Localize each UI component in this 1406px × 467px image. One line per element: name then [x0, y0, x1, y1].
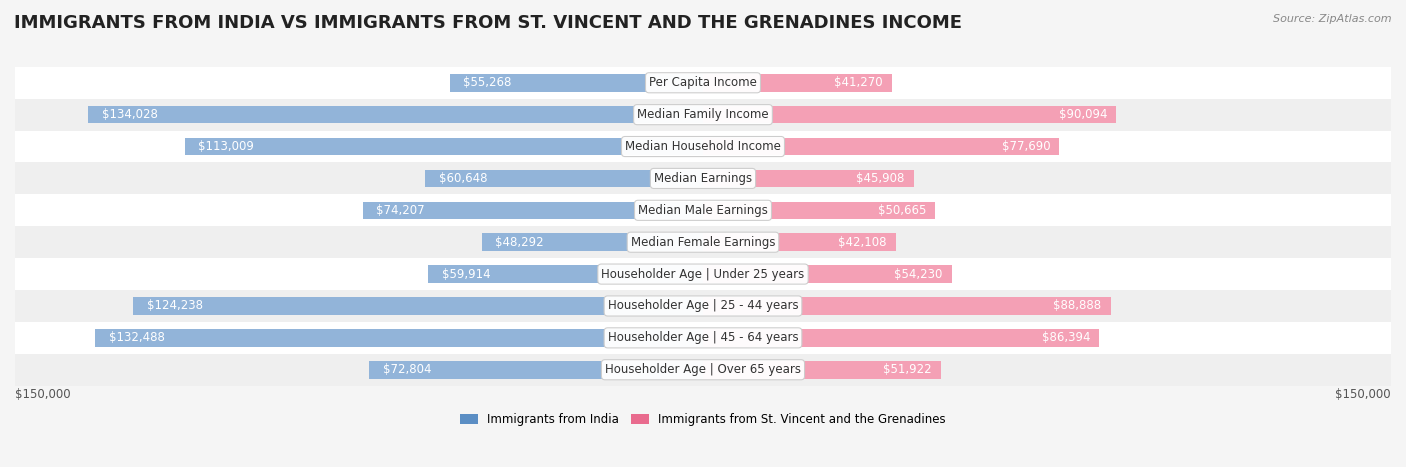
Bar — [15, 258, 1391, 290]
Bar — [481, 234, 703, 251]
Bar — [429, 265, 703, 283]
Text: Median Family Income: Median Family Income — [637, 108, 769, 121]
Text: $54,230: $54,230 — [894, 268, 942, 281]
Bar — [15, 67, 1391, 99]
Text: Per Capita Income: Per Capita Income — [650, 76, 756, 89]
Text: $74,207: $74,207 — [377, 204, 425, 217]
Bar — [15, 131, 1391, 163]
Text: $124,238: $124,238 — [146, 299, 202, 312]
Text: Median Earnings: Median Earnings — [654, 172, 752, 185]
Bar — [363, 202, 703, 219]
Text: $51,922: $51,922 — [883, 363, 932, 376]
Text: $48,292: $48,292 — [495, 236, 544, 249]
Text: $88,888: $88,888 — [1053, 299, 1101, 312]
Text: $41,270: $41,270 — [835, 76, 883, 89]
Text: $50,665: $50,665 — [877, 204, 927, 217]
Bar — [703, 297, 1111, 315]
Bar — [703, 265, 952, 283]
Text: Householder Age | 25 - 44 years: Householder Age | 25 - 44 years — [607, 299, 799, 312]
Text: Householder Age | 45 - 64 years: Householder Age | 45 - 64 years — [607, 332, 799, 344]
Bar — [96, 329, 703, 347]
Bar — [15, 226, 1391, 258]
Text: $59,914: $59,914 — [441, 268, 491, 281]
Text: IMMIGRANTS FROM INDIA VS IMMIGRANTS FROM ST. VINCENT AND THE GRENADINES INCOME: IMMIGRANTS FROM INDIA VS IMMIGRANTS FROM… — [14, 14, 962, 32]
Bar — [703, 329, 1099, 347]
Bar — [15, 322, 1391, 354]
Bar — [368, 361, 703, 379]
Bar — [134, 297, 703, 315]
Text: Median Household Income: Median Household Income — [626, 140, 780, 153]
Bar — [15, 194, 1391, 226]
Text: $150,000: $150,000 — [1336, 388, 1391, 401]
Bar — [184, 138, 703, 156]
Text: Householder Age | Over 65 years: Householder Age | Over 65 years — [605, 363, 801, 376]
Bar — [450, 74, 703, 92]
Bar — [703, 361, 941, 379]
Bar — [703, 170, 914, 187]
Bar — [15, 99, 1391, 131]
Text: $42,108: $42,108 — [838, 236, 887, 249]
Text: Median Female Earnings: Median Female Earnings — [631, 236, 775, 249]
Bar — [703, 74, 893, 92]
Bar — [703, 106, 1116, 123]
Text: $86,394: $86,394 — [1042, 332, 1090, 344]
Bar — [703, 202, 935, 219]
Text: Median Male Earnings: Median Male Earnings — [638, 204, 768, 217]
Text: $60,648: $60,648 — [439, 172, 486, 185]
Text: $45,908: $45,908 — [856, 172, 904, 185]
Bar — [89, 106, 703, 123]
Bar — [15, 290, 1391, 322]
Bar — [703, 138, 1059, 156]
Text: $134,028: $134,028 — [103, 108, 157, 121]
Text: $77,690: $77,690 — [1001, 140, 1050, 153]
Bar — [425, 170, 703, 187]
Bar — [15, 354, 1391, 386]
Text: $90,094: $90,094 — [1059, 108, 1107, 121]
Legend: Immigrants from India, Immigrants from St. Vincent and the Grenadines: Immigrants from India, Immigrants from S… — [456, 408, 950, 431]
Text: $150,000: $150,000 — [15, 388, 70, 401]
Text: $55,268: $55,268 — [463, 76, 512, 89]
Text: Source: ZipAtlas.com: Source: ZipAtlas.com — [1274, 14, 1392, 24]
Text: $72,804: $72,804 — [382, 363, 432, 376]
Text: $113,009: $113,009 — [198, 140, 254, 153]
Bar — [703, 234, 896, 251]
Text: $132,488: $132,488 — [110, 332, 165, 344]
Text: Householder Age | Under 25 years: Householder Age | Under 25 years — [602, 268, 804, 281]
Bar — [15, 163, 1391, 194]
